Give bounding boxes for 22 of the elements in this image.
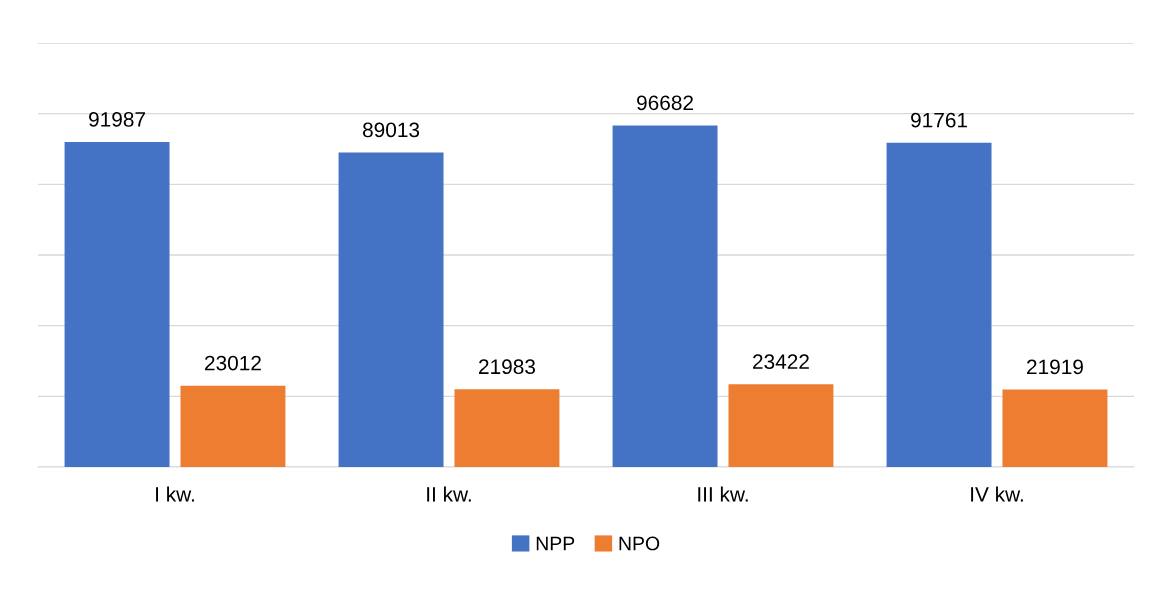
data-label: 89013 <box>362 122 420 138</box>
x-tick-label: II kw. <box>427 486 471 502</box>
data-label: 96682 <box>637 95 693 111</box>
bar <box>612 125 718 467</box>
x-tick-label: IV kw. <box>971 486 1023 502</box>
data-label: 21919 <box>1027 359 1083 375</box>
data-label: 21983 <box>479 359 535 375</box>
data-label: 23422 <box>753 354 809 370</box>
bar <box>64 141 170 467</box>
bar <box>338 152 444 467</box>
bar <box>728 384 834 467</box>
data-label: 91987 <box>89 112 145 127</box>
bar <box>454 389 560 467</box>
bar <box>180 385 286 467</box>
x-tick-label: III kw. <box>698 486 748 502</box>
data-label: 91761 <box>911 112 967 128</box>
bar <box>886 142 992 467</box>
x-tick-label: I kw. <box>156 486 194 502</box>
legend-label: NPO <box>619 536 660 551</box>
legend-label: NPP <box>536 536 575 551</box>
bar <box>1002 389 1108 467</box>
data-label: 23012 <box>205 355 261 371</box>
